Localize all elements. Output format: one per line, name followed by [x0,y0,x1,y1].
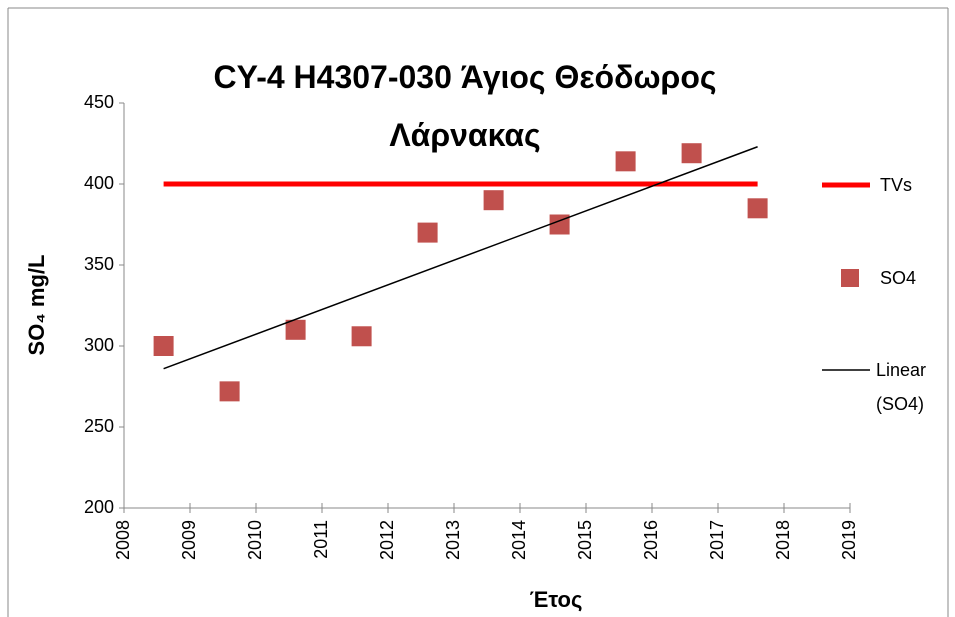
x-tick-label: 2008 [113,520,133,560]
legend-label: SO4 [880,268,917,288]
legend-label: TVs [880,175,913,195]
data-point [417,222,438,243]
x-axis-label: Έτος [530,587,583,612]
x-tick-label: 2013 [443,520,463,560]
data-point [351,326,372,347]
legend-label: Linear (SO4) [876,360,927,414]
x-tick-label: 2010 [245,520,265,560]
data-point [153,336,174,356]
y-tick-label: 300 [84,335,114,355]
y-tick-label: 450 [84,92,114,112]
x-tick-label: 2018 [773,520,793,560]
data-point [285,319,306,340]
data-point [681,143,702,164]
data-point [615,151,636,172]
x-tick-label: 2014 [509,520,529,560]
chart-title: CY-4 H4307-030 Άγιος Θεόδωρος Λάρνακας [213,59,717,153]
x-tick-label: 2016 [641,520,661,560]
data-point [747,198,768,219]
legend-swatch [841,269,859,287]
y-tick-label: 250 [84,416,114,436]
x-tick-label: 2019 [839,520,859,560]
y-tick-label: 200 [84,497,114,517]
x-tick-label: 2017 [707,520,727,560]
y-tick-label: 400 [84,173,114,193]
y-axis-label: SO₄ mg/L [24,255,49,356]
x-tick-label: 2012 [377,520,397,560]
x-tick-label: 2009 [179,520,199,560]
data-point [483,190,504,211]
x-tick-label: 2011 [311,520,331,559]
x-tick-label: 2015 [575,520,595,560]
series-line [163,146,758,370]
y-tick-label: 350 [84,254,114,274]
data-point [219,381,240,402]
